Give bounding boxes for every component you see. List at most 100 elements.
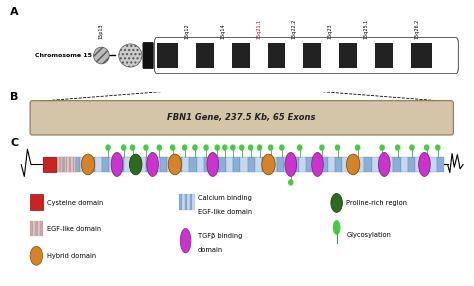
Bar: [285, 43, 303, 68]
Bar: [292, 157, 299, 172]
Bar: [306, 157, 313, 172]
Text: TGFβ binding: TGFβ binding: [198, 233, 242, 239]
Bar: [320, 157, 328, 172]
Bar: [72, 157, 73, 172]
Circle shape: [122, 145, 126, 150]
Bar: [350, 157, 357, 172]
Text: C: C: [10, 138, 18, 148]
Bar: [80, 157, 87, 172]
Bar: [211, 157, 219, 172]
Ellipse shape: [119, 44, 142, 67]
Bar: [335, 157, 342, 172]
Bar: [160, 157, 167, 172]
Bar: [70, 157, 72, 172]
Circle shape: [204, 145, 208, 150]
Bar: [102, 157, 109, 172]
Circle shape: [130, 145, 135, 150]
Bar: [189, 157, 197, 172]
Bar: [65, 157, 73, 172]
Circle shape: [144, 145, 148, 150]
Bar: [408, 157, 415, 172]
Ellipse shape: [180, 229, 191, 253]
Bar: [432, 43, 456, 68]
Bar: [303, 43, 321, 68]
Bar: [192, 194, 195, 210]
Circle shape: [248, 145, 253, 150]
Bar: [328, 157, 335, 172]
Bar: [196, 43, 214, 68]
Bar: [386, 157, 393, 172]
Bar: [73, 157, 74, 172]
Bar: [262, 157, 270, 172]
Bar: [73, 157, 80, 172]
Bar: [197, 157, 204, 172]
Ellipse shape: [285, 152, 297, 176]
Bar: [30, 221, 33, 236]
Circle shape: [269, 145, 273, 150]
Circle shape: [257, 145, 262, 150]
Bar: [250, 43, 267, 68]
Circle shape: [425, 145, 428, 150]
Bar: [393, 157, 401, 172]
Ellipse shape: [93, 47, 109, 64]
Text: Glycosylation: Glycosylation: [346, 232, 392, 238]
Ellipse shape: [30, 246, 43, 265]
Bar: [233, 157, 240, 172]
FancyBboxPatch shape: [30, 101, 453, 135]
Bar: [184, 194, 187, 210]
Text: Calcium binding: Calcium binding: [198, 195, 252, 201]
Bar: [357, 43, 375, 68]
Bar: [284, 157, 292, 172]
Bar: [415, 157, 423, 172]
Ellipse shape: [312, 152, 323, 176]
Circle shape: [298, 145, 302, 150]
Bar: [240, 157, 247, 172]
Circle shape: [436, 145, 440, 150]
Text: 15q12: 15q12: [184, 23, 190, 39]
Ellipse shape: [262, 154, 275, 175]
Bar: [219, 157, 226, 172]
Text: EGF-like domain: EGF-like domain: [198, 209, 252, 215]
Ellipse shape: [419, 152, 430, 176]
Bar: [37, 221, 40, 236]
Circle shape: [171, 145, 175, 150]
Bar: [138, 157, 146, 172]
Circle shape: [106, 145, 110, 150]
Text: 15q14: 15q14: [220, 23, 225, 39]
Bar: [157, 43, 178, 68]
Bar: [87, 157, 94, 172]
Bar: [178, 43, 196, 68]
Bar: [94, 157, 102, 172]
Bar: [247, 157, 255, 172]
Bar: [270, 157, 277, 172]
Bar: [299, 157, 306, 172]
Text: 15q21.1: 15q21.1: [256, 19, 261, 39]
Bar: [167, 157, 175, 172]
Bar: [35, 221, 37, 236]
Ellipse shape: [111, 152, 123, 176]
Bar: [30, 194, 43, 210]
Bar: [109, 157, 117, 172]
Circle shape: [223, 145, 227, 150]
Bar: [232, 43, 250, 68]
Bar: [190, 194, 192, 210]
Text: FBN1 Gene, 237.5 Kb, 65 Exons: FBN1 Gene, 237.5 Kb, 65 Exons: [167, 113, 316, 122]
Bar: [411, 43, 432, 68]
Text: Cysteine domain: Cysteine domain: [47, 200, 103, 206]
Text: domain: domain: [198, 247, 223, 253]
Bar: [59, 157, 61, 172]
Bar: [61, 157, 62, 172]
Circle shape: [215, 145, 219, 150]
Bar: [437, 157, 445, 172]
Text: 15q26.2: 15q26.2: [414, 19, 419, 39]
Text: Proline-rich region: Proline-rich region: [346, 200, 408, 206]
Ellipse shape: [346, 154, 360, 175]
Bar: [33, 221, 35, 236]
Bar: [379, 157, 386, 172]
Bar: [214, 43, 232, 68]
Ellipse shape: [168, 154, 182, 175]
Bar: [375, 43, 393, 68]
Circle shape: [289, 180, 293, 185]
Bar: [58, 157, 65, 172]
Bar: [423, 157, 430, 172]
